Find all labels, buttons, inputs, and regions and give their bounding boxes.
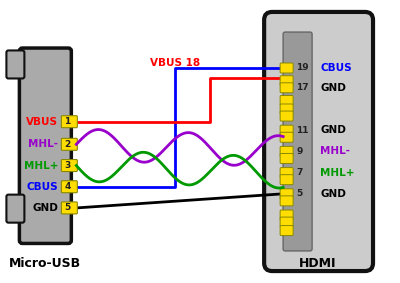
FancyBboxPatch shape	[61, 116, 77, 128]
FancyBboxPatch shape	[283, 32, 312, 251]
Text: Micro-USB: Micro-USB	[9, 257, 82, 270]
Text: CBUS: CBUS	[320, 63, 352, 73]
Text: 19: 19	[296, 63, 309, 72]
Text: 5: 5	[296, 189, 302, 198]
FancyBboxPatch shape	[61, 202, 77, 214]
Text: MHL+: MHL+	[320, 168, 354, 178]
Text: MHL-: MHL-	[28, 139, 58, 149]
FancyBboxPatch shape	[280, 132, 293, 142]
Text: MHL+: MHL+	[24, 160, 58, 171]
FancyBboxPatch shape	[264, 12, 373, 271]
FancyBboxPatch shape	[280, 125, 293, 135]
Text: 1: 1	[64, 117, 70, 126]
Text: GND: GND	[320, 83, 346, 93]
FancyBboxPatch shape	[280, 95, 293, 106]
FancyBboxPatch shape	[280, 104, 293, 114]
FancyBboxPatch shape	[280, 210, 293, 220]
Text: 3: 3	[64, 161, 70, 170]
Text: MHL-: MHL-	[320, 146, 350, 156]
Text: GND: GND	[320, 189, 346, 199]
Text: VBUS: VBUS	[26, 117, 58, 127]
FancyBboxPatch shape	[19, 48, 71, 243]
Text: 7: 7	[296, 168, 302, 177]
FancyBboxPatch shape	[280, 153, 293, 164]
Text: HDMI: HDMI	[299, 257, 337, 270]
Text: VBUS 18: VBUS 18	[150, 58, 200, 68]
FancyBboxPatch shape	[6, 195, 24, 223]
FancyBboxPatch shape	[61, 181, 77, 193]
FancyBboxPatch shape	[280, 189, 293, 199]
Text: CBUS: CBUS	[27, 182, 58, 192]
FancyBboxPatch shape	[61, 138, 77, 150]
FancyBboxPatch shape	[280, 63, 293, 73]
FancyBboxPatch shape	[280, 226, 293, 235]
FancyBboxPatch shape	[280, 146, 293, 156]
FancyBboxPatch shape	[61, 160, 77, 171]
Text: 9: 9	[296, 147, 302, 156]
FancyBboxPatch shape	[280, 196, 293, 206]
Text: 2: 2	[64, 140, 70, 149]
Text: GND: GND	[32, 203, 58, 213]
FancyBboxPatch shape	[280, 76, 293, 86]
FancyBboxPatch shape	[6, 50, 24, 78]
FancyBboxPatch shape	[280, 175, 293, 185]
FancyBboxPatch shape	[280, 83, 293, 93]
FancyBboxPatch shape	[280, 217, 293, 227]
Text: 4: 4	[64, 182, 70, 191]
FancyBboxPatch shape	[280, 111, 293, 121]
Text: GND: GND	[320, 125, 346, 135]
Text: 17: 17	[296, 83, 309, 92]
Text: 11: 11	[296, 126, 309, 135]
Text: 5: 5	[64, 203, 70, 213]
FancyBboxPatch shape	[280, 168, 293, 178]
